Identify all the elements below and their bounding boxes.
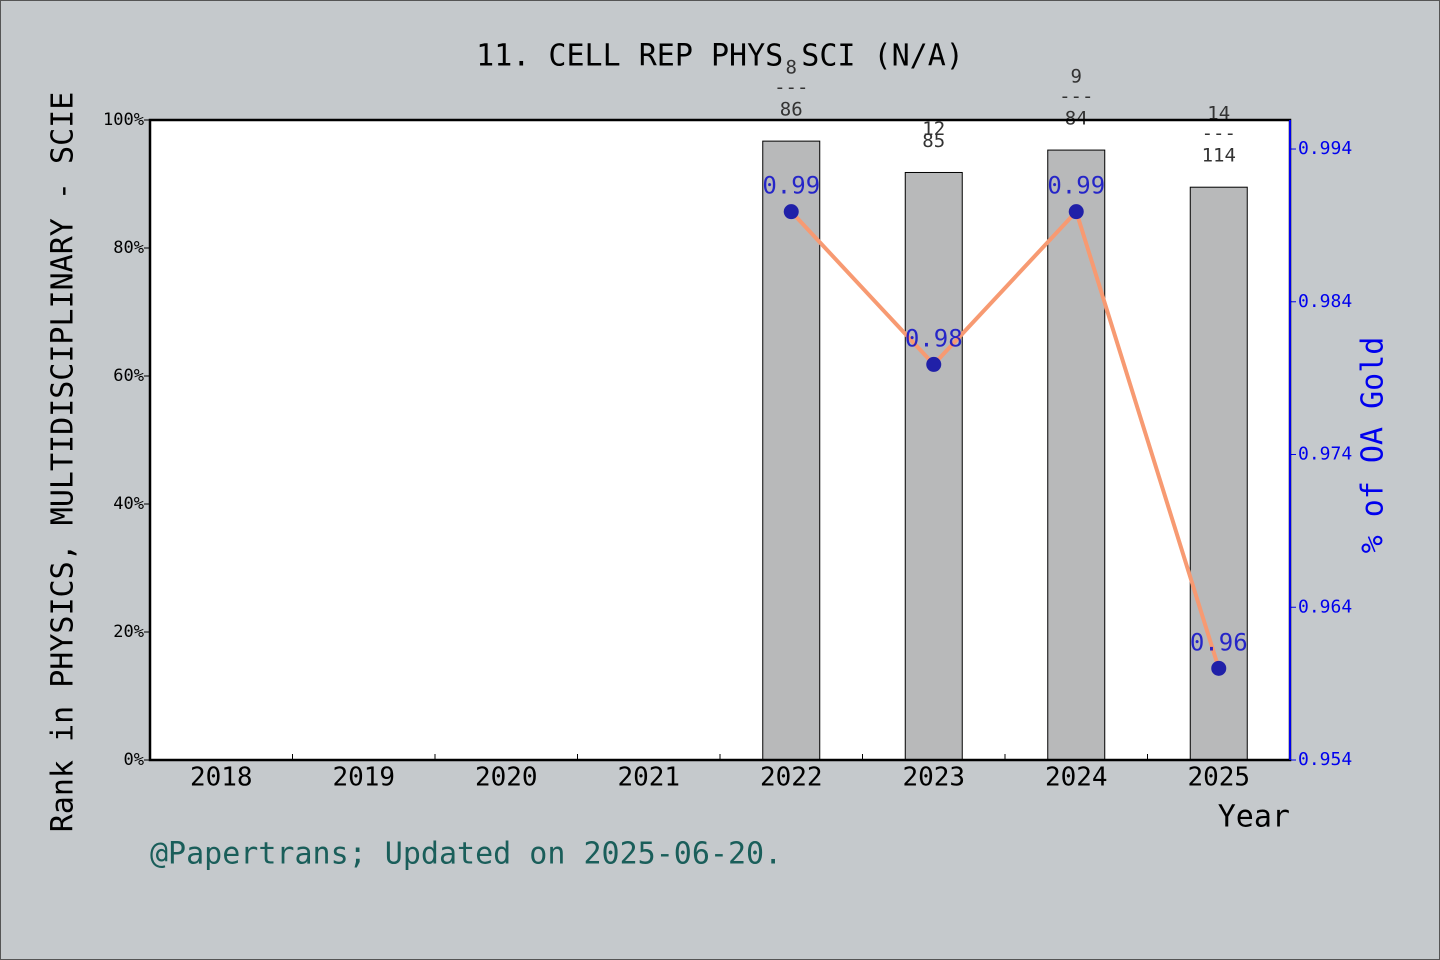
- bar: [1047, 149, 1106, 761]
- y-tick-label: 0%: [124, 750, 144, 770]
- oa-line: [789, 207, 1221, 669]
- rank-label: 14: [1207, 103, 1230, 125]
- oa-marker: [1211, 660, 1227, 676]
- y2-tick-label: 0.984: [1298, 291, 1352, 312]
- y-tick-label: 20%: [113, 622, 144, 642]
- x-tick-label: 2022: [760, 763, 823, 793]
- footer: @Papertrans; Updated on 2025-06-20.: [150, 837, 782, 872]
- x-tick-label: 2019: [332, 763, 395, 793]
- x-tick-label: 2025: [1187, 763, 1250, 793]
- x-tick-label: 2018: [190, 763, 253, 793]
- y2-tick-label: 0.974: [1298, 444, 1352, 465]
- rank-label: ---: [774, 77, 808, 99]
- rank-label: 8: [786, 57, 797, 79]
- rank-label: ---: [1202, 123, 1236, 145]
- x-tick-label: 2021: [617, 763, 680, 793]
- x-tick-label: 2020: [475, 763, 538, 793]
- oa-marker: [1068, 204, 1084, 220]
- oa-marker: [926, 356, 942, 372]
- bar: [762, 140, 821, 761]
- x-tick-label: 2023: [902, 763, 965, 793]
- oa-value-label: 0.96: [1190, 628, 1248, 656]
- oa-marker: [783, 204, 799, 220]
- x-tick-label: 2024: [1045, 763, 1108, 793]
- plot-area: [150, 120, 1290, 760]
- y2-axis-label: % of OA Gold: [1356, 337, 1391, 554]
- y2-tick-label: 0.954: [1298, 749, 1352, 770]
- rank-label: 85: [922, 130, 945, 152]
- bar: [904, 171, 963, 761]
- y2-tick-label: 0.964: [1298, 596, 1352, 617]
- rank-label: 12: [922, 118, 945, 140]
- rank-label: 86: [780, 99, 803, 121]
- oa-value-label: 0.99: [1047, 172, 1105, 200]
- y2-tick-label: 0.994: [1298, 138, 1352, 159]
- y-tick-label: 100%: [103, 110, 144, 130]
- rank-label: 114: [1202, 145, 1236, 167]
- y-tick-label: 60%: [113, 366, 144, 386]
- y-tick-label: 40%: [113, 494, 144, 514]
- x-axis-label: Year: [1218, 800, 1290, 835]
- y-tick-label: 80%: [113, 238, 144, 258]
- oa-value-label: 0.98: [905, 324, 963, 352]
- chart-title: 11. CELL REP PHYS SCI (N/A): [476, 39, 964, 74]
- rank-label: 84: [1065, 108, 1088, 130]
- rank-label: 9: [1071, 66, 1082, 88]
- oa-value-label: 0.99: [762, 172, 820, 200]
- rank-label: ---: [1059, 86, 1093, 108]
- y-axis-label: Rank in PHYSICS, MULTIDISCIPLINARY - SCI…: [46, 92, 81, 833]
